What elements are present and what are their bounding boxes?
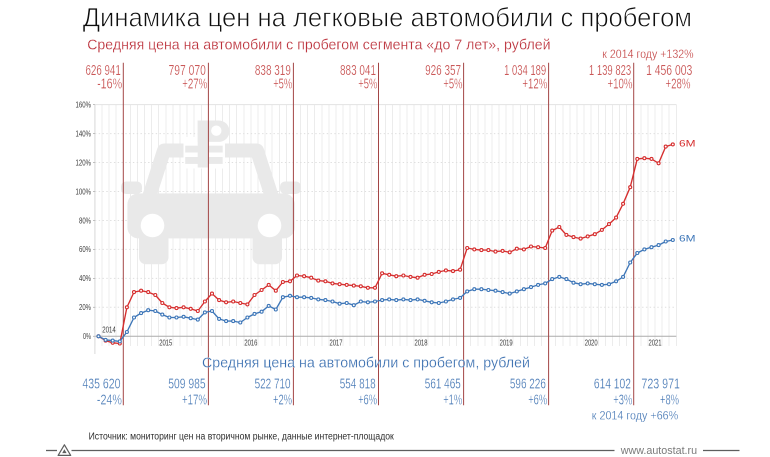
- svg-text:20%: 20%: [79, 303, 91, 312]
- svg-text:596 226: 596 226: [510, 376, 546, 392]
- svg-text:120%: 120%: [76, 158, 92, 167]
- svg-text:797 070: 797 070: [169, 63, 206, 79]
- svg-text:6М: 6М: [679, 139, 696, 150]
- svg-text:883 041: 883 041: [340, 63, 376, 79]
- svg-text:435 620: 435 620: [82, 376, 120, 392]
- svg-text:+8%: +8%: [660, 393, 679, 409]
- svg-text:к 2014 году +132%: к 2014 году +132%: [602, 47, 694, 61]
- svg-text:626 941: 626 941: [86, 63, 121, 79]
- svg-text:2016: 2016: [244, 338, 257, 347]
- svg-text:+5%: +5%: [273, 76, 292, 92]
- svg-text:+3%: +3%: [613, 393, 632, 409]
- svg-text:+1%: +1%: [443, 393, 462, 409]
- svg-text:160%: 160%: [76, 100, 92, 109]
- svg-text:+6%: +6%: [528, 393, 547, 409]
- svg-text:+17%: +17%: [182, 393, 207, 409]
- svg-text:2015: 2015: [159, 338, 172, 347]
- svg-text:140%: 140%: [76, 129, 92, 138]
- svg-text:2017: 2017: [330, 338, 343, 347]
- svg-text:2018: 2018: [415, 338, 428, 347]
- svg-text:2014: 2014: [102, 326, 116, 335]
- svg-text:Средняя цена на автомобили с п: Средняя цена на автомобили с пробегом, р…: [202, 355, 530, 371]
- svg-text:к 2014 году +66%: к 2014 году +66%: [592, 408, 679, 422]
- svg-text:926 357: 926 357: [425, 63, 461, 79]
- svg-text:+28%: +28%: [666, 76, 691, 92]
- svg-text:838 319: 838 319: [255, 63, 291, 79]
- svg-text:Динамика цен на легковые автом: Динамика цен на легковые автомобили с пр…: [83, 3, 692, 33]
- svg-text:1 139 823: 1 139 823: [589, 63, 631, 79]
- svg-text:Средняя цена на автомобили с п: Средняя цена на автомобили с пробегом се…: [87, 38, 550, 54]
- svg-text:+27%: +27%: [182, 76, 207, 92]
- svg-text:+5%: +5%: [443, 76, 462, 92]
- svg-text:561 465: 561 465: [425, 376, 461, 392]
- svg-text:509 985: 509 985: [168, 376, 205, 392]
- svg-text:2020: 2020: [585, 338, 598, 347]
- svg-text:-16%: -16%: [97, 76, 122, 92]
- svg-text:40%: 40%: [79, 274, 91, 283]
- svg-text:0%: 0%: [83, 332, 91, 341]
- svg-text:614 102: 614 102: [594, 376, 631, 392]
- svg-text:+2%: +2%: [273, 393, 292, 409]
- svg-text:6М: 6М: [679, 234, 696, 245]
- svg-text:+6%: +6%: [358, 393, 377, 409]
- svg-text:+10%: +10%: [608, 76, 633, 92]
- svg-text:554 818: 554 818: [340, 376, 376, 392]
- svg-text:-24%: -24%: [97, 393, 122, 409]
- svg-text:522 710: 522 710: [255, 376, 291, 392]
- svg-text:Источник: мониторинг цен на вт: Источник: мониторинг цен на вторичном ры…: [89, 431, 395, 442]
- svg-text:www.autostat.ru: www.autostat.ru: [620, 445, 697, 457]
- svg-text:1 034 189: 1 034 189: [504, 63, 546, 79]
- svg-text:60%: 60%: [79, 245, 91, 254]
- svg-text:+5%: +5%: [358, 76, 377, 92]
- svg-text:2021: 2021: [649, 338, 662, 347]
- svg-text:80%: 80%: [79, 216, 91, 225]
- svg-text:100%: 100%: [76, 187, 92, 196]
- svg-text:1 456 003: 1 456 003: [646, 63, 692, 79]
- svg-text:2019: 2019: [500, 338, 513, 347]
- svg-text:723 971: 723 971: [641, 376, 680, 392]
- svg-text:+12%: +12%: [522, 76, 547, 92]
